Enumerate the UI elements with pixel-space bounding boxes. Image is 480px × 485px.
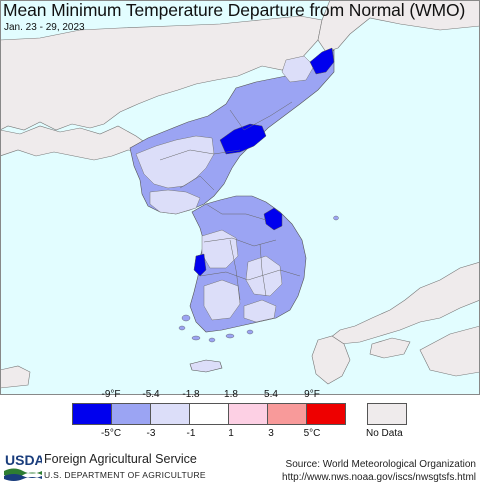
usda-logo: USDA <box>4 452 42 481</box>
date-range: Jan. 23 - 29, 2023 <box>4 22 85 33</box>
legend-swatch <box>150 403 190 425</box>
legend-swatch <box>72 403 112 425</box>
department-name: U.S. DEPARTMENT OF AGRICULTURE <box>44 470 206 480</box>
kyushu-island <box>311 335 351 385</box>
southern-islands <box>178 314 254 343</box>
north-korea-cold-core-central <box>219 123 267 155</box>
honshu-west <box>419 325 480 377</box>
legend-tick-f: -1.8 <box>182 389 200 400</box>
legend-tick-c: 3 <box>268 428 274 439</box>
china-landmass <box>0 15 323 131</box>
no-data-swatch <box>367 403 407 425</box>
shandong-peninsula <box>0 365 31 389</box>
legend-swatch <box>189 403 229 425</box>
legend-tick-c: 5°C <box>303 428 321 439</box>
legend-tick-f: -5.4 <box>142 389 160 400</box>
legend-swatch <box>228 403 268 425</box>
legend-tick-f: 5.4 <box>264 389 278 400</box>
north-korea-cold-core-northeast <box>309 47 335 75</box>
north-korea-southwest-mild <box>149 189 201 215</box>
legend-swatch <box>267 403 307 425</box>
south-korea-south-mild <box>243 299 277 323</box>
legend-tick-f: 1.8 <box>224 389 238 400</box>
no-data-label: No Data <box>366 428 403 439</box>
north-korea-west-mild <box>135 135 215 189</box>
south-korea-west-coast-cold <box>193 253 207 277</box>
source-text: Source: World Meteorological Organizatio… <box>285 459 476 470</box>
legend-swatches <box>72 403 346 425</box>
legend-tick-c: -1 <box>186 428 196 439</box>
province-borders <box>159 101 301 301</box>
south-korea-central-mild <box>245 255 283 297</box>
map-svg <box>0 0 480 395</box>
legend-tick-c: -3 <box>146 428 156 439</box>
legend-swatch <box>111 403 151 425</box>
south-korea-cold-core <box>263 207 283 231</box>
russia-landmass <box>317 0 480 53</box>
legend-swatch <box>306 403 346 425</box>
ulleung-island <box>333 215 339 221</box>
legend-tick-f: -9°F <box>101 389 121 400</box>
legend-tick-c: 1 <box>228 428 234 439</box>
south-korea-southwest-mild <box>203 279 241 321</box>
shikoku-island <box>369 337 411 359</box>
jeju-island <box>189 359 223 373</box>
agency-name: Foreign Agricultural Service <box>44 452 197 466</box>
legend-tick-f: 9°F <box>304 389 320 400</box>
usda-logo-text: USDA <box>5 452 42 468</box>
map <box>0 0 480 395</box>
source-url[interactable]: http://www.nws.noaa.gov/iscs/nwsgtsfs.ht… <box>282 472 476 483</box>
legend-tick-c: -5°C <box>100 428 122 439</box>
map-title: Mean Minimum Temperature Departure from … <box>3 0 466 20</box>
north-korea-northeast-mild <box>281 55 315 83</box>
